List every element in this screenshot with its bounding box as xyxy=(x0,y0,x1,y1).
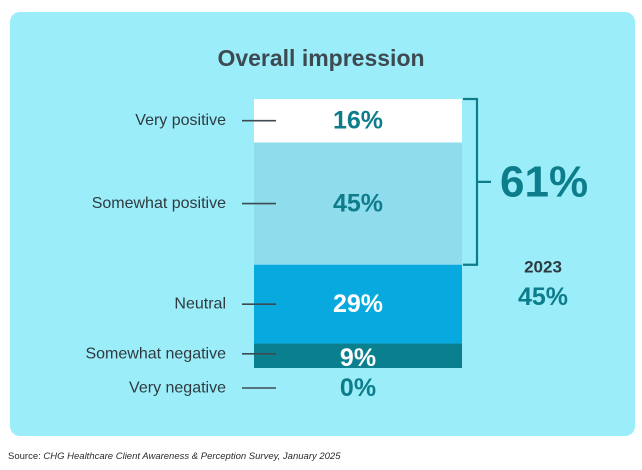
bar-segment-neutral xyxy=(254,264,462,344)
value-label-neutral: 29% xyxy=(333,290,383,318)
value-label-somewhat-positive: 45% xyxy=(333,190,383,218)
comparison-year: 2023 xyxy=(524,258,562,277)
source-prefix: Source: xyxy=(8,451,44,462)
value-label-somewhat-negative: 9% xyxy=(340,344,376,372)
category-label-neutral: Neutral xyxy=(174,296,226,313)
source-note: Source: CHG Healthcare Client Awareness … xyxy=(8,451,341,462)
bar-segment-somewhat-positive xyxy=(254,142,462,265)
category-label-somewhat-positive: Somewhat positive xyxy=(92,195,226,212)
category-label-very-positive: Very positive xyxy=(135,112,226,129)
source-text: CHG Healthcare Client Awareness & Percep… xyxy=(43,451,341,462)
category-label-very-negative: Very negative xyxy=(129,380,226,397)
bar-segment-somewhat-negative xyxy=(254,343,462,368)
value-label-very-positive: 16% xyxy=(333,107,383,135)
comparison-value: 45% xyxy=(518,283,568,311)
bracket xyxy=(463,97,491,266)
bar-segment-very-positive xyxy=(254,99,462,143)
chart-title: Overall impression xyxy=(217,45,425,71)
value-label-very-negative: 0% xyxy=(340,374,376,402)
bracket-total-label: 61% xyxy=(500,157,588,206)
category-label-somewhat-negative: Somewhat negative xyxy=(85,345,226,362)
